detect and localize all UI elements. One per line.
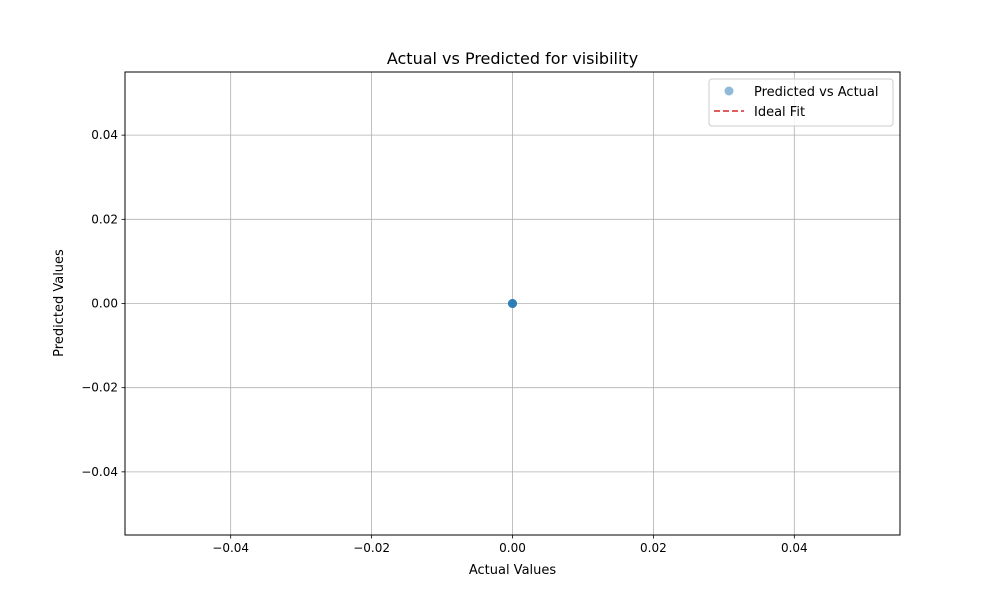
scatter-point (508, 299, 517, 308)
y-axis-ticks: −0.04 −0.02 0.00 0.02 0.04 (81, 128, 125, 479)
y-tick-label: −0.02 (81, 381, 118, 395)
x-tick-label: −0.02 (353, 541, 390, 555)
series-layer (508, 299, 517, 308)
y-tick-label: −0.04 (81, 465, 118, 479)
x-tick-label: 0.02 (640, 541, 667, 555)
x-tick-label: −0.04 (212, 541, 249, 555)
x-tick-label: 0.04 (781, 541, 808, 555)
chart-title: Actual vs Predicted for visibility (387, 49, 638, 68)
y-axis-label: Predicted Values (52, 249, 67, 357)
legend: Predicted vs Actual Ideal Fit (708, 78, 894, 127)
legend-box (708, 78, 894, 127)
legend-label-ideal-fit: Ideal Fit (754, 105, 805, 120)
y-tick-label: 0.02 (91, 212, 118, 226)
y-tick-label: 0.00 (91, 297, 118, 311)
legend-marker-predicted-vs-actual (724, 86, 734, 96)
x-axis-ticks: −0.04 −0.02 0.00 0.02 0.04 (212, 535, 808, 555)
legend-label-predicted-vs-actual: Predicted vs Actual (754, 85, 878, 100)
x-tick-label: 0.00 (499, 541, 526, 555)
x-axis-label: Actual Values (469, 563, 557, 578)
y-tick-label: 0.04 (91, 128, 118, 142)
